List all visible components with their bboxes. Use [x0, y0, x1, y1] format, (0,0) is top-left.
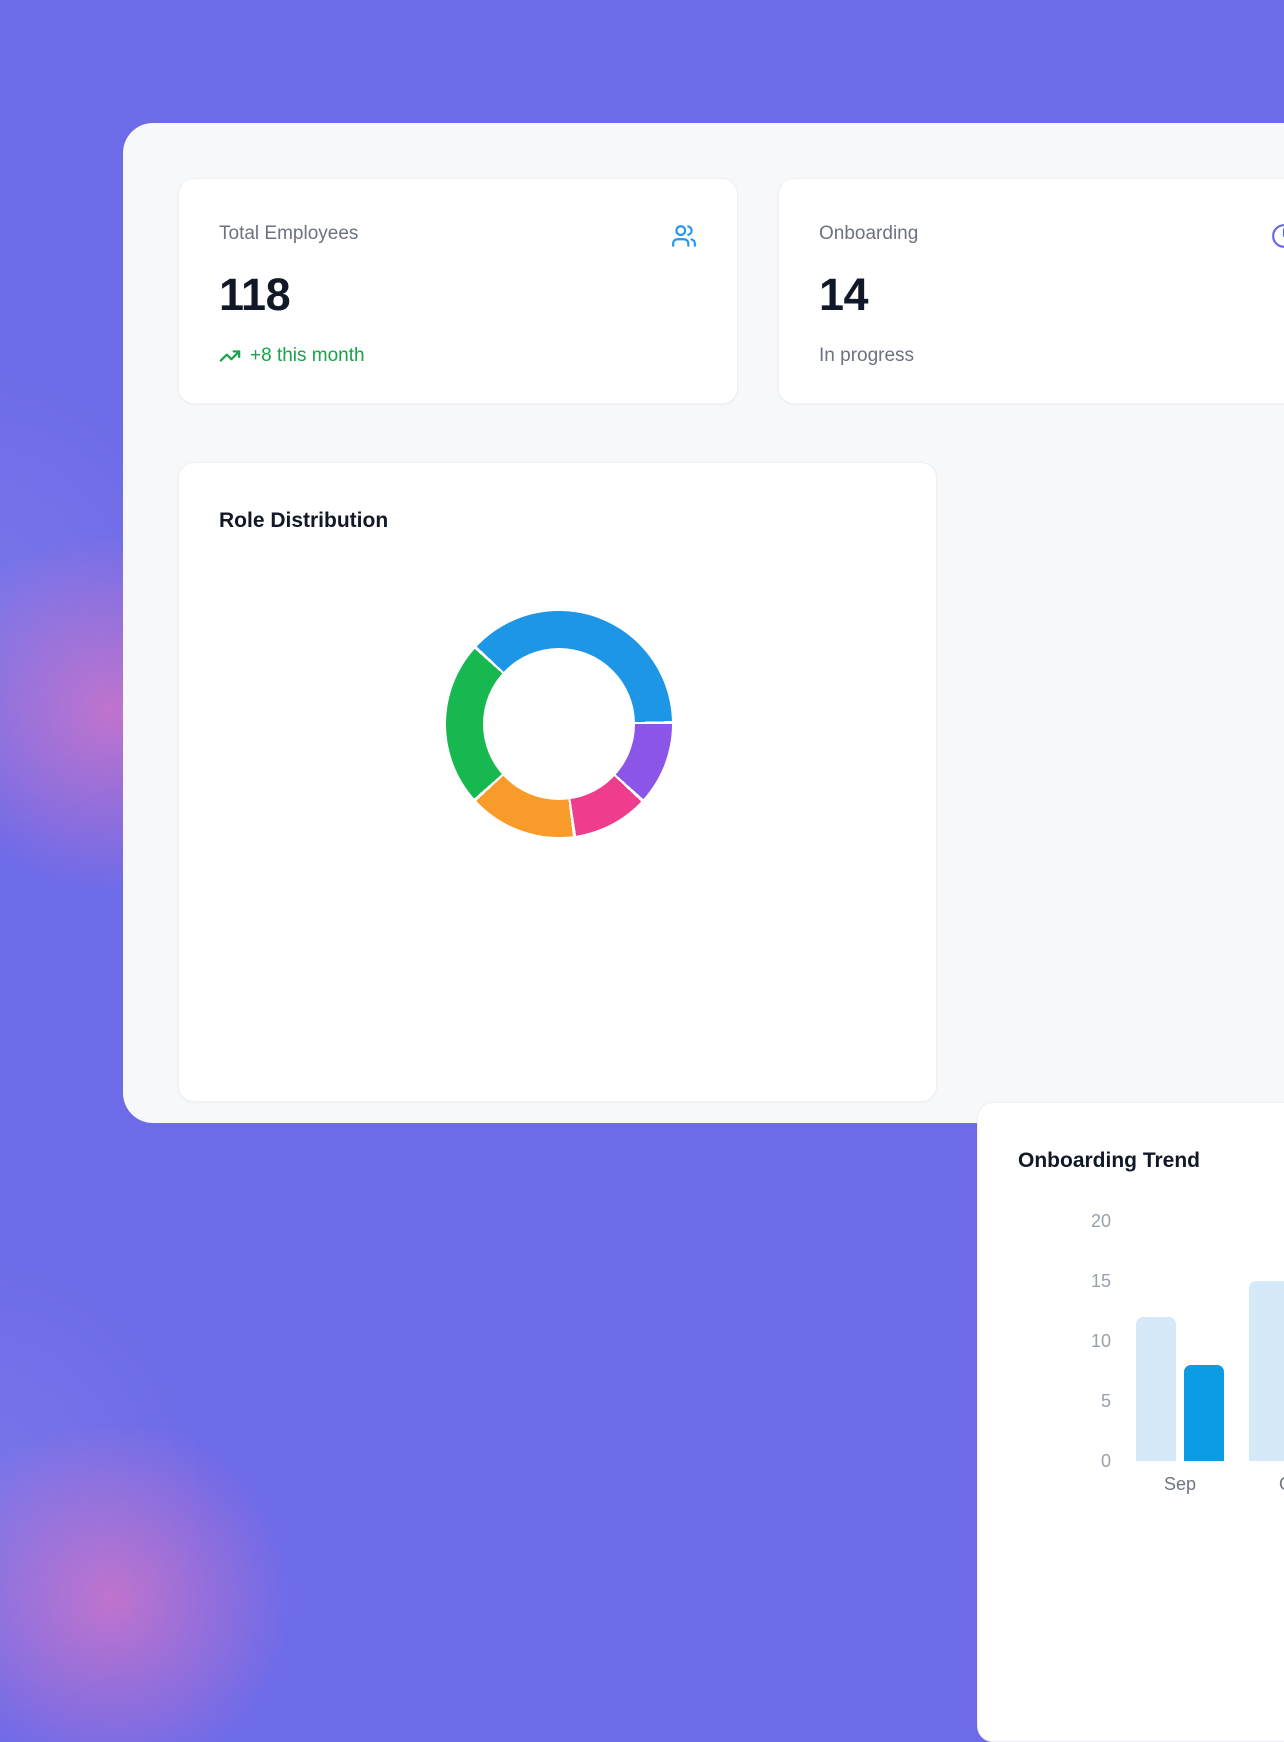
users-icon [671, 223, 697, 249]
stat-card-total-employees: Total Employees 118 +8 this month [178, 178, 738, 404]
stat-card-header: Onboarding [819, 221, 1284, 249]
stat-delta: +8 this month [219, 343, 697, 369]
stat-value: 118 [219, 269, 291, 320]
clock-icon [1271, 223, 1284, 249]
bar-sep-dark [1184, 1365, 1224, 1461]
stat-delta-text: +8 this month [250, 345, 365, 366]
stat-label: Total Employees [219, 223, 359, 244]
y-axis-tick-label: 0 [1100, 1451, 1111, 1471]
y-axis-tick-label: 15 [1090, 1271, 1111, 1291]
stat-subtext: In progress [819, 345, 915, 366]
donut-hole [483, 648, 635, 800]
y-axis-tick-label: 5 [1100, 1391, 1111, 1411]
stat-label: Onboarding [819, 223, 919, 244]
role-distribution-card: Role Distribution [178, 462, 937, 1102]
bar-oct-light [1249, 1281, 1284, 1461]
x-axis-category-label: Oct [1249, 1473, 1284, 1495]
y-axis-tick-label: 20 [1090, 1211, 1111, 1231]
stat-card-header: Total Employees [219, 221, 697, 249]
dashboard-panel: Total Employees 118 +8 this month [123, 123, 1284, 1742]
bar-sep-light [1136, 1317, 1176, 1461]
onboarding-trend-card: Onboarding Trend 05101520SepOct [977, 1102, 1284, 1742]
x-axis-category-label: Sep [1163, 1474, 1197, 1494]
onboarding-trend-bar-chart: 0 5 10 15 20 Sep Oct [978, 1103, 1284, 1741]
trending-up-icon [219, 345, 241, 367]
chart-title: Role Distribution [219, 509, 389, 532]
role-distribution-donut-chart [446, 611, 672, 837]
stat-value: 14 [819, 269, 869, 320]
y-axis-tick-label: 10 [1090, 1331, 1111, 1351]
stat-card-onboarding: Onboarding 14 In progress [778, 178, 1284, 404]
